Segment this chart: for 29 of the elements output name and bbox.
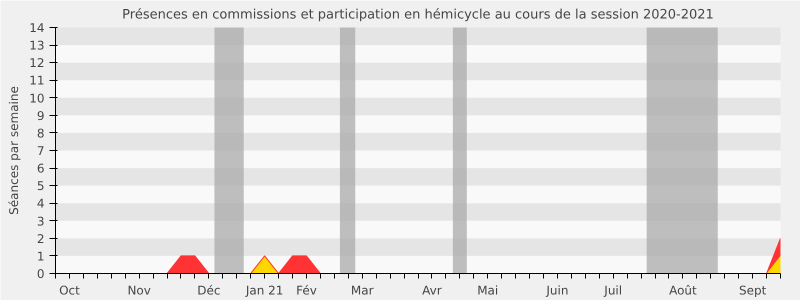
x-tick-label: Jan 21	[244, 284, 284, 298]
y-tick-label: 9	[36, 108, 45, 123]
x-tick-label: Nov	[127, 284, 151, 298]
y-tick-label: 13	[29, 38, 45, 53]
y-axis-title: Séances par semaine	[7, 86, 22, 215]
x-tick-label: Sept	[738, 284, 767, 298]
y-tick-label: 1	[36, 249, 45, 264]
y-tick-label: 3	[36, 214, 45, 228]
y-tick-label: 4	[36, 196, 45, 211]
x-tick-label: Juin	[545, 284, 568, 298]
y-tick-label: 14	[29, 21, 45, 35]
y-tick-label: 5	[36, 179, 45, 194]
y-tick-label: 12	[29, 56, 45, 70]
x-tick-label: Oct	[59, 284, 80, 298]
x-tick-label: Mai	[477, 284, 498, 298]
y-tick-label: 2	[36, 232, 45, 246]
x-tick-label: Avr	[422, 284, 442, 298]
x-tick-label: Août	[669, 284, 698, 298]
chart-title: Présences en commissions et participation en hémicycle au cours de la session 2020-2021	[122, 8, 714, 22]
y-tick-label: 0	[36, 267, 45, 281]
x-tick-label: Fév	[296, 284, 317, 298]
x-tick-label: Juil	[603, 284, 622, 298]
x-tick-label: Mar	[350, 284, 374, 298]
y-tick-label: 6	[36, 162, 45, 176]
x-tick-label: Déc	[197, 284, 220, 298]
y-tick-label: 7	[36, 144, 45, 158]
y-tick-label: 11	[29, 74, 45, 88]
y-tick-label: 8	[36, 126, 45, 140]
y-tick-label: 10	[29, 91, 45, 106]
